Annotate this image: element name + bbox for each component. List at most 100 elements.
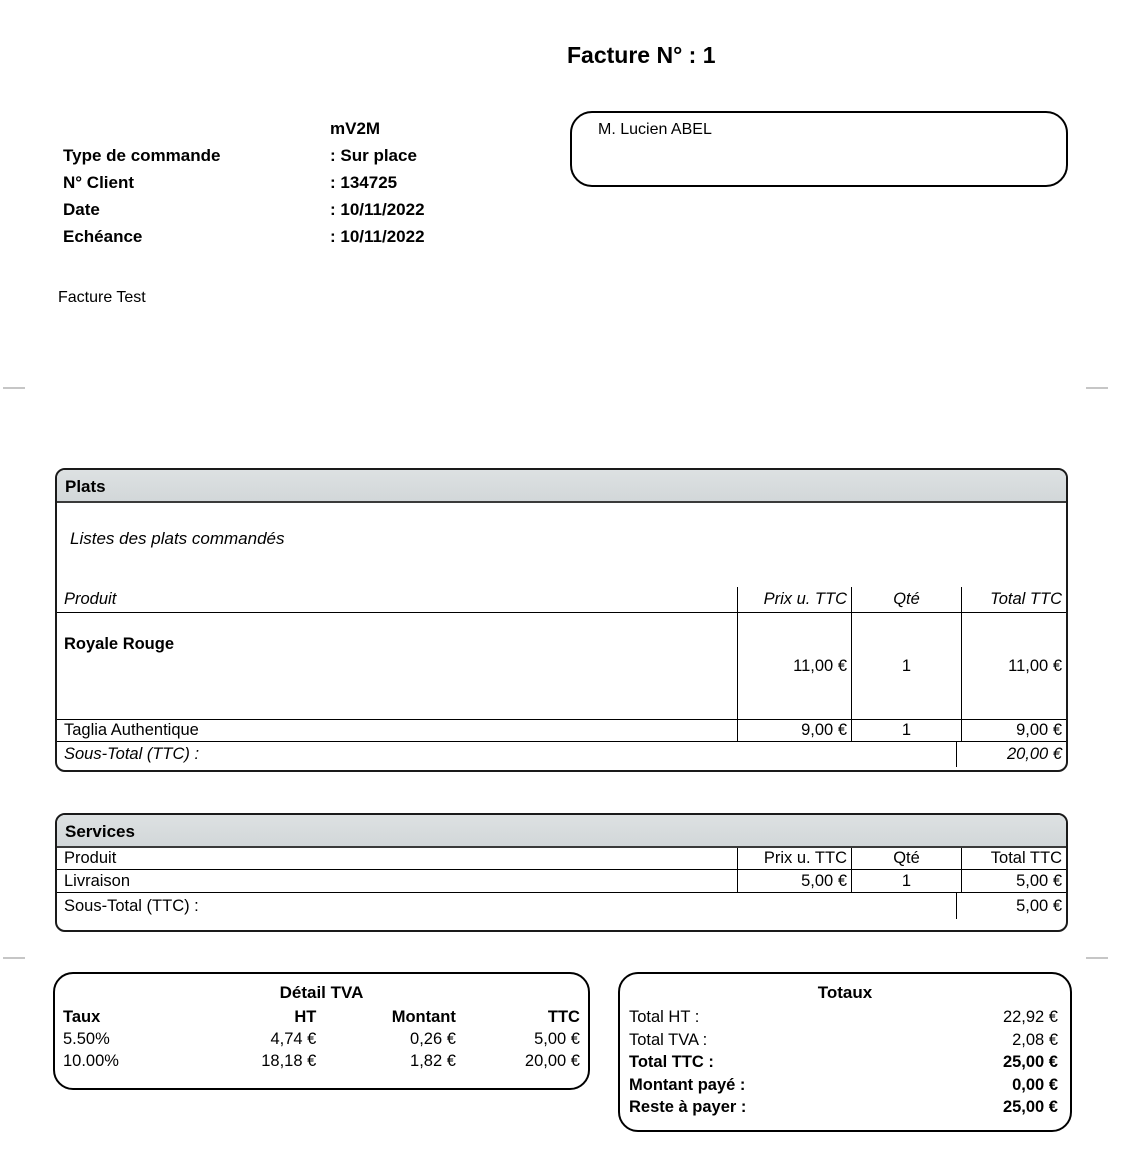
cell-prix: 5,00 € bbox=[737, 870, 851, 892]
cell-montant: 1,82 € bbox=[410, 1052, 456, 1070]
cell-produit: Royale Rouge bbox=[64, 635, 175, 653]
total-label: Total HT : bbox=[629, 1008, 700, 1026]
invoice-note: Facture Test bbox=[58, 289, 146, 306]
info-row-date: Date : 10/11/2022 bbox=[63, 196, 425, 223]
total-label: Total TVA : bbox=[629, 1030, 708, 1049]
info-value: : 10/11/2022 bbox=[330, 227, 425, 246]
col-header-qte: Qté bbox=[851, 848, 961, 869]
total-value: 25,00 € bbox=[1002, 1053, 1058, 1071]
page-title: Facture N° : 1 bbox=[567, 42, 716, 68]
page-break-mark bbox=[3, 957, 25, 959]
info-label-empty bbox=[63, 115, 330, 142]
tva-table-header: Taux HT Montant TTC bbox=[63, 1006, 580, 1028]
col-header-ht: HT bbox=[294, 1008, 317, 1026]
col-header-produit: Produit bbox=[64, 590, 117, 608]
subtotal-value: 5,00 € bbox=[956, 893, 1066, 919]
info-value: : Sur place bbox=[330, 146, 417, 165]
total-value: 0,00 € bbox=[1012, 1075, 1058, 1094]
table-row: Livraison 5,00 € 1 5,00 € bbox=[57, 870, 1066, 893]
total-row-ht: Total HT : 22,92 € bbox=[629, 1006, 1058, 1029]
tva-detail-box: Détail TVA Taux HT Montant TTC 5.50% 4,7… bbox=[53, 972, 590, 1090]
company-name: mV2M bbox=[330, 119, 381, 138]
cell-qte: 1 bbox=[851, 720, 961, 741]
col-header-taux: Taux bbox=[63, 1008, 101, 1026]
col-header-montant: Montant bbox=[391, 1008, 456, 1026]
col-header-prix: Prix u. TTC bbox=[737, 587, 851, 612]
info-label: N° Client bbox=[63, 173, 135, 192]
total-row-paid: Montant payé : 0,00 € bbox=[629, 1074, 1058, 1097]
services-subtotal-row: Sous-Total (TTC) : 5,00 € bbox=[57, 893, 1066, 919]
plats-description: Listes des plats commandés bbox=[70, 529, 285, 548]
info-label: Echéance bbox=[63, 227, 143, 246]
subtotal-label: Sous-Total (TTC) : bbox=[64, 745, 200, 763]
table-row: Royale Rouge 11,00 € 1 11,00 € bbox=[57, 613, 1066, 720]
cell-ttc: 20,00 € bbox=[524, 1052, 580, 1070]
client-address-box: M. Lucien ABEL bbox=[570, 111, 1068, 187]
cell-ttc: 5,00 € bbox=[534, 1030, 580, 1048]
page-break-mark bbox=[1086, 957, 1108, 959]
cell-qte: 1 bbox=[851, 613, 961, 719]
client-name: M. Lucien ABEL bbox=[598, 121, 712, 138]
info-row-due-date: Echéance : 10/11/2022 bbox=[63, 223, 425, 250]
total-value: 22,92 € bbox=[1002, 1008, 1058, 1026]
cell-total: 9,00 € bbox=[961, 720, 1066, 741]
col-header-qte: Qté bbox=[851, 587, 961, 612]
total-label: Total TTC : bbox=[629, 1053, 714, 1071]
info-label: Type de commande bbox=[63, 146, 221, 165]
info-row-client-number: N° Client : 134725 bbox=[63, 169, 425, 196]
tva-row: 5.50% 4,74 € 0,26 € 5,00 € bbox=[63, 1028, 580, 1050]
cell-produit: Taglia Authentique bbox=[64, 721, 199, 739]
cell-ht: 4,74 € bbox=[270, 1030, 317, 1048]
tva-table: Taux HT Montant TTC 5.50% 4,74 € 0,26 € … bbox=[55, 1006, 588, 1072]
cell-qte-value: 1 bbox=[901, 656, 912, 675]
tva-box-title: Détail TVA bbox=[279, 983, 364, 1002]
total-row-ttc: Total TTC : 25,00 € bbox=[629, 1051, 1058, 1074]
cell-total: 11,00 € bbox=[961, 613, 1066, 719]
page-break-mark bbox=[1086, 387, 1108, 389]
total-row-remaining: Reste à payer : 25,00 € bbox=[629, 1096, 1058, 1119]
page-break-mark bbox=[3, 387, 25, 389]
col-header-total: Total TTC bbox=[961, 587, 1066, 612]
plats-section: Plats Listes des plats commandés Produit… bbox=[55, 468, 1068, 772]
total-label: Montant payé : bbox=[629, 1075, 746, 1094]
cell-prix: 9,00 € bbox=[737, 720, 851, 741]
cell-montant: 0,26 € bbox=[410, 1030, 456, 1048]
subtotal-value: 20,00 € bbox=[956, 742, 1066, 767]
info-value: : 10/11/2022 bbox=[330, 200, 425, 219]
cell-taux: 5.50% bbox=[63, 1030, 110, 1048]
cell-produit: Livraison bbox=[64, 872, 131, 890]
cell-qte: 1 bbox=[851, 870, 961, 892]
table-row: Taglia Authentique 9,00 € 1 9,00 € bbox=[57, 720, 1066, 742]
subtotal-label: Sous-Total (TTC) : bbox=[64, 897, 199, 915]
col-header-produit: Produit bbox=[64, 849, 117, 867]
cell-ht: 18,18 € bbox=[261, 1052, 317, 1070]
total-value: 2,08 € bbox=[1012, 1030, 1058, 1049]
cell-total: 5,00 € bbox=[961, 870, 1066, 892]
info-row-order-type: Type de commande : Sur place bbox=[63, 142, 425, 169]
col-header-ttc: TTC bbox=[547, 1008, 580, 1026]
cell-total-value: 11,00 € bbox=[1008, 656, 1062, 675]
plats-section-header: Plats bbox=[57, 470, 1066, 503]
order-info-block: mV2M Type de commande : Sur place N° Cli… bbox=[63, 115, 425, 250]
info-label: Date bbox=[63, 200, 100, 219]
info-row-company: mV2M bbox=[63, 115, 425, 142]
tva-row: 10.00% 18,18 € 1,82 € 20,00 € bbox=[63, 1050, 580, 1072]
plats-table-header: Produit Prix u. TTC Qté Total TTC bbox=[57, 587, 1066, 613]
totals-rows: Total HT : 22,92 € Total TVA : 2,08 € To… bbox=[620, 1006, 1070, 1119]
col-header-prix: Prix u. TTC bbox=[737, 848, 851, 869]
cell-prix: 11,00 € bbox=[737, 613, 851, 719]
cell-prix-value: 11,00 € bbox=[793, 656, 847, 675]
totals-box: Totaux Total HT : 22,92 € Total TVA : 2,… bbox=[618, 972, 1072, 1132]
totals-box-title: Totaux bbox=[817, 983, 873, 1002]
info-value: : 134725 bbox=[330, 173, 398, 192]
total-row-tva: Total TVA : 2,08 € bbox=[629, 1029, 1058, 1052]
total-value: 25,00 € bbox=[1002, 1098, 1058, 1116]
services-section-header: Services bbox=[57, 815, 1066, 848]
total-label: Reste à payer : bbox=[629, 1098, 747, 1116]
services-section: Services Produit Prix u. TTC Qté Total T… bbox=[55, 813, 1068, 932]
plats-subtotal-row: Sous-Total (TTC) : 20,00 € bbox=[57, 742, 1066, 767]
cell-taux: 10.00% bbox=[63, 1052, 119, 1070]
col-header-total: Total TTC bbox=[961, 848, 1066, 869]
services-table-header: Produit Prix u. TTC Qté Total TTC bbox=[57, 848, 1066, 870]
